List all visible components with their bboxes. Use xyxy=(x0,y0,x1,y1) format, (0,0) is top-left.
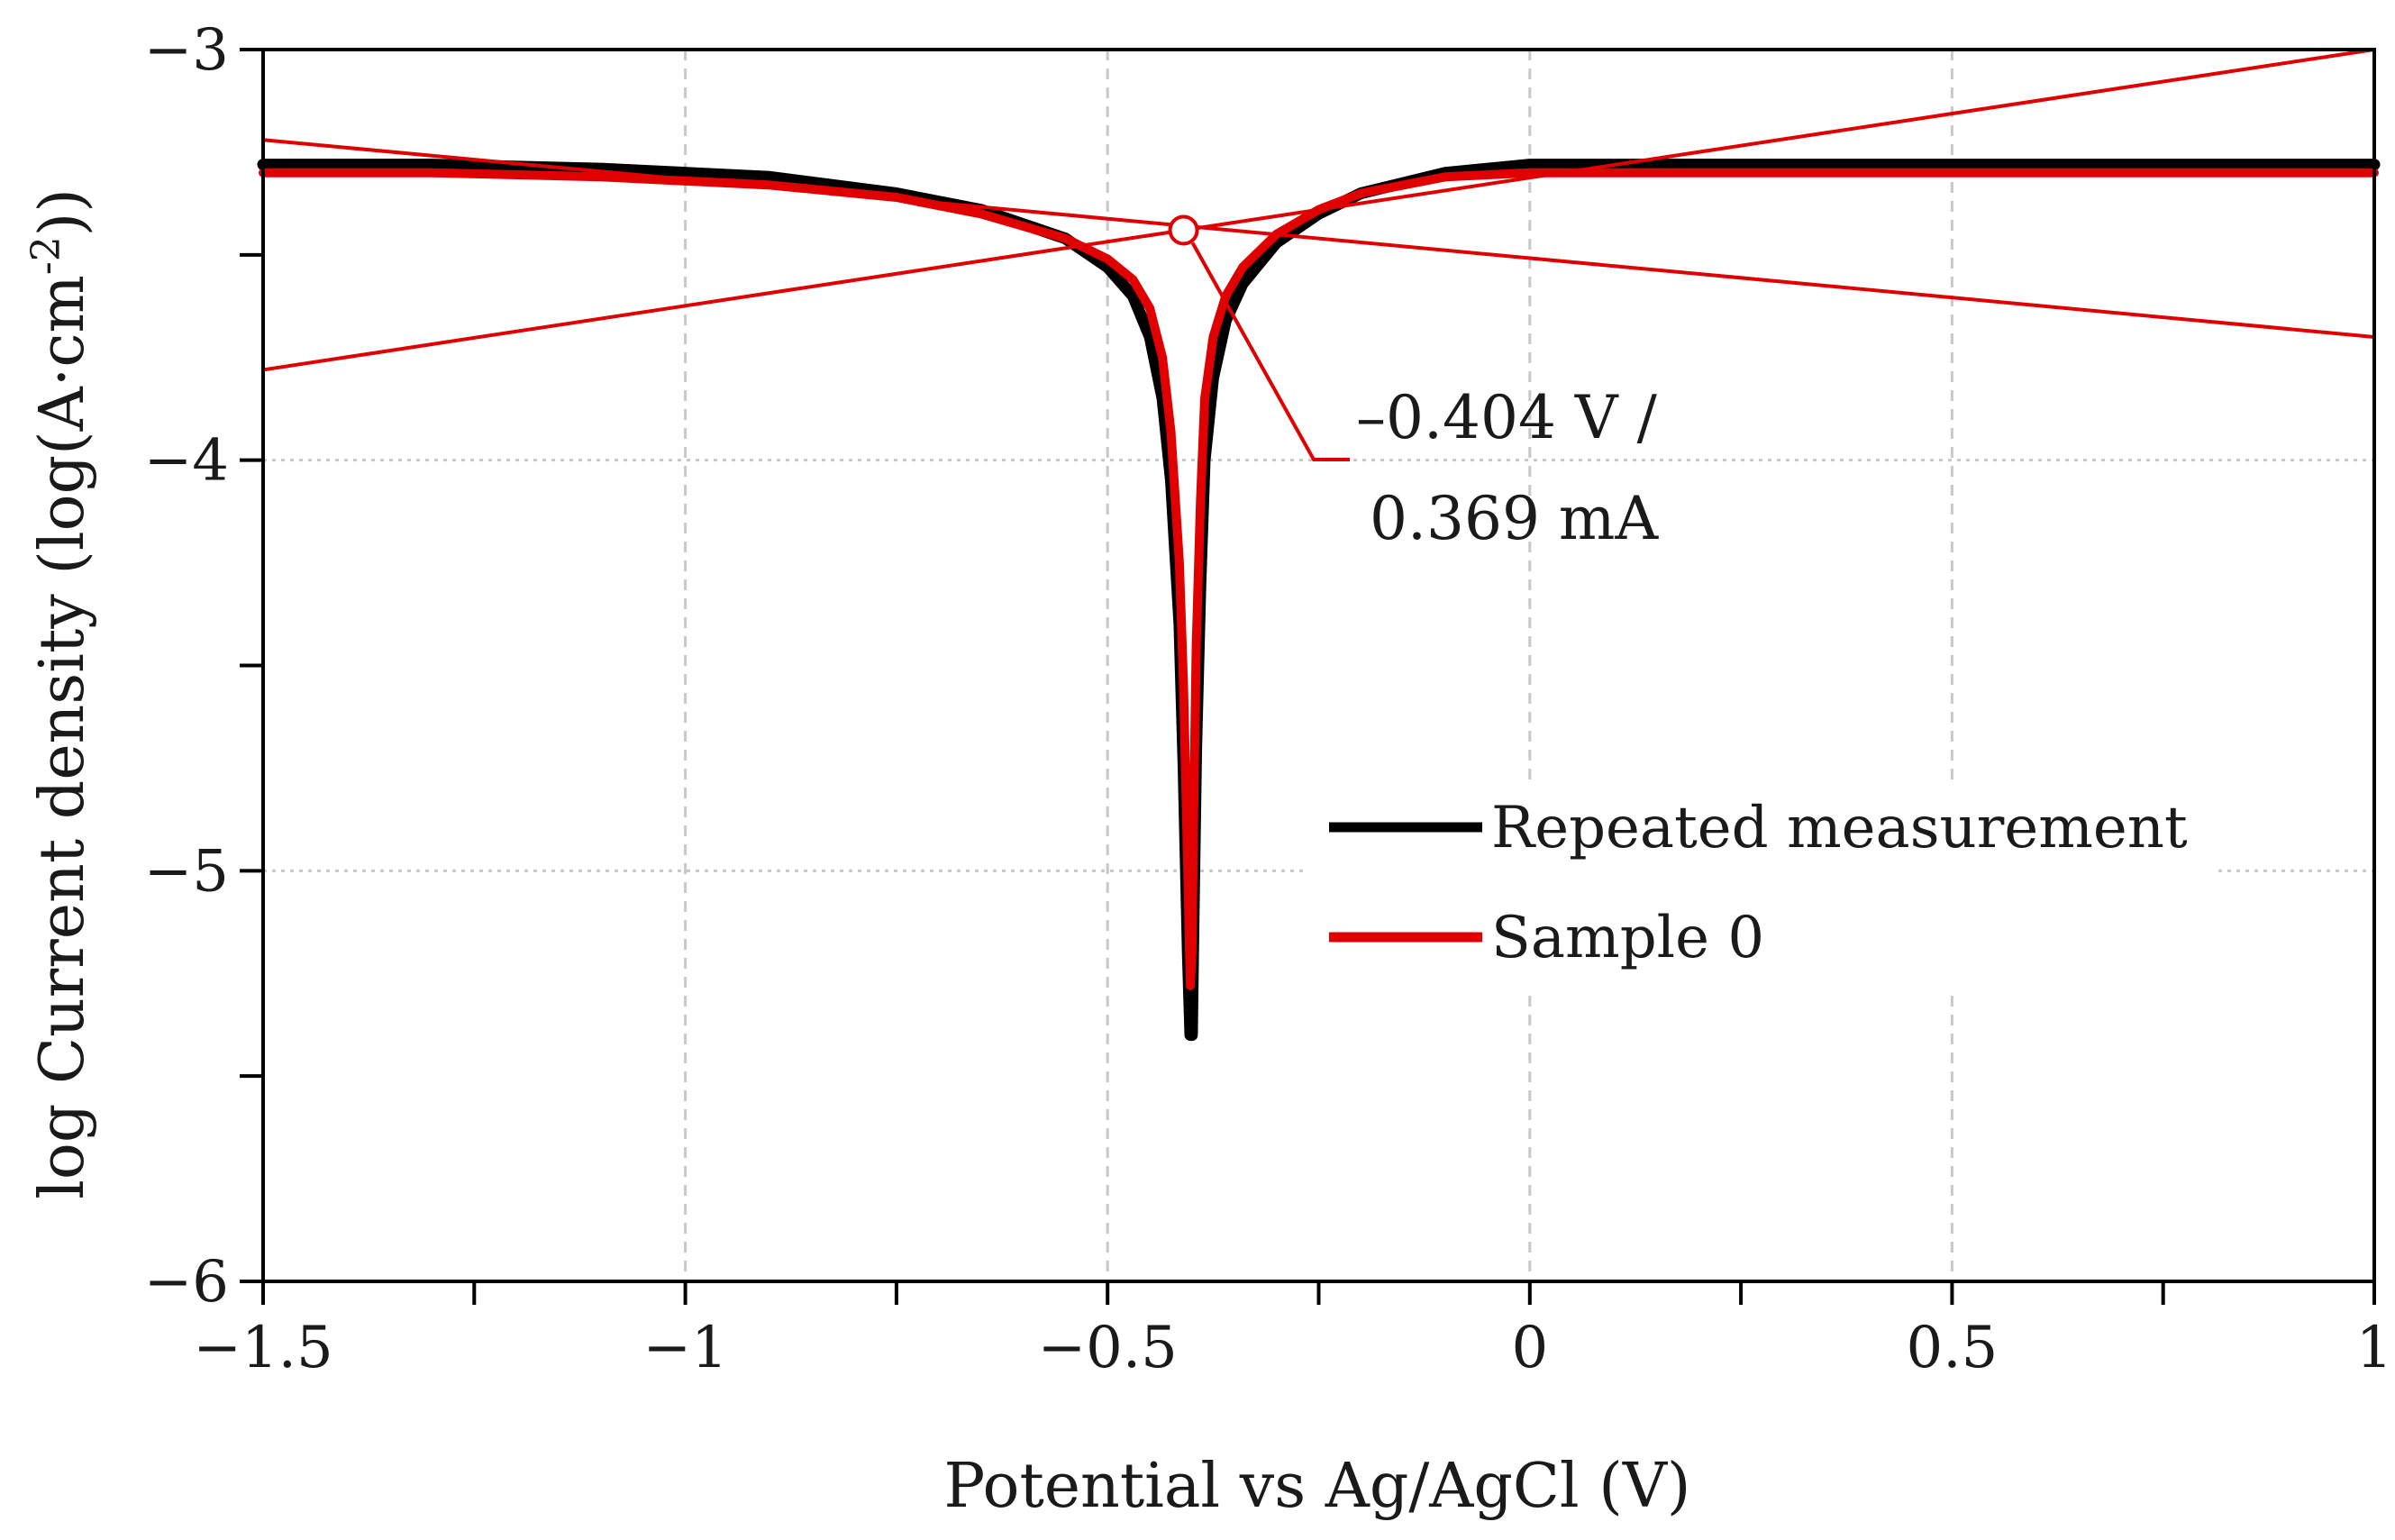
annotation-leader-line xyxy=(1190,241,1350,461)
legend-label-repeated-measurement: Repeated measurement xyxy=(1491,795,2188,861)
axis-ticks: −1.5 −1 −0.5 0 0.5 1 −6 −5 −4 −3 xyxy=(144,17,2393,1381)
plot-frame xyxy=(261,48,2376,1283)
legend-background xyxy=(1305,784,2215,991)
y-tick-label: −6 xyxy=(144,1249,229,1316)
x-tick-label: 0 xyxy=(1511,1315,1548,1381)
corrosion-point-marker xyxy=(1168,214,1199,246)
data-series xyxy=(257,159,2381,1042)
y-tick-label: −5 xyxy=(144,838,229,905)
legend-label-sample-0: Sample 0 xyxy=(1491,905,1764,971)
x-tick-label: 0.5 xyxy=(1907,1315,1999,1381)
x-tick-label: 1 xyxy=(2356,1315,2393,1381)
annotation-potential-text: –0.404 V / xyxy=(1356,383,1658,452)
annotation-current-text: 0.369 mA xyxy=(1370,484,1660,553)
x-tick-label: −1.5 xyxy=(193,1315,332,1381)
tafel-fit-lines xyxy=(262,48,2375,372)
x-tick-label: −1 xyxy=(642,1315,727,1381)
legend: Repeated measurement Sample 0 xyxy=(1305,784,2215,991)
tafel-line-1 xyxy=(262,48,2375,372)
series-line-sample-0 xyxy=(259,168,2379,990)
grid-lines xyxy=(263,50,2374,1281)
y-tick-label: −3 xyxy=(144,17,229,84)
x-tick-label: −0.5 xyxy=(1037,1315,1177,1381)
corrosion-point-annotation: –0.404 V / 0.369 mA xyxy=(1168,214,1660,553)
y-tick-label: −4 xyxy=(144,428,229,495)
tafel-line-0 xyxy=(262,138,2375,339)
x-axis-label: Potential vs Ag/AgCl (V) xyxy=(944,1451,1691,1522)
y-axis-label: log Current density (log(A·cm-2)) xyxy=(23,188,98,1199)
